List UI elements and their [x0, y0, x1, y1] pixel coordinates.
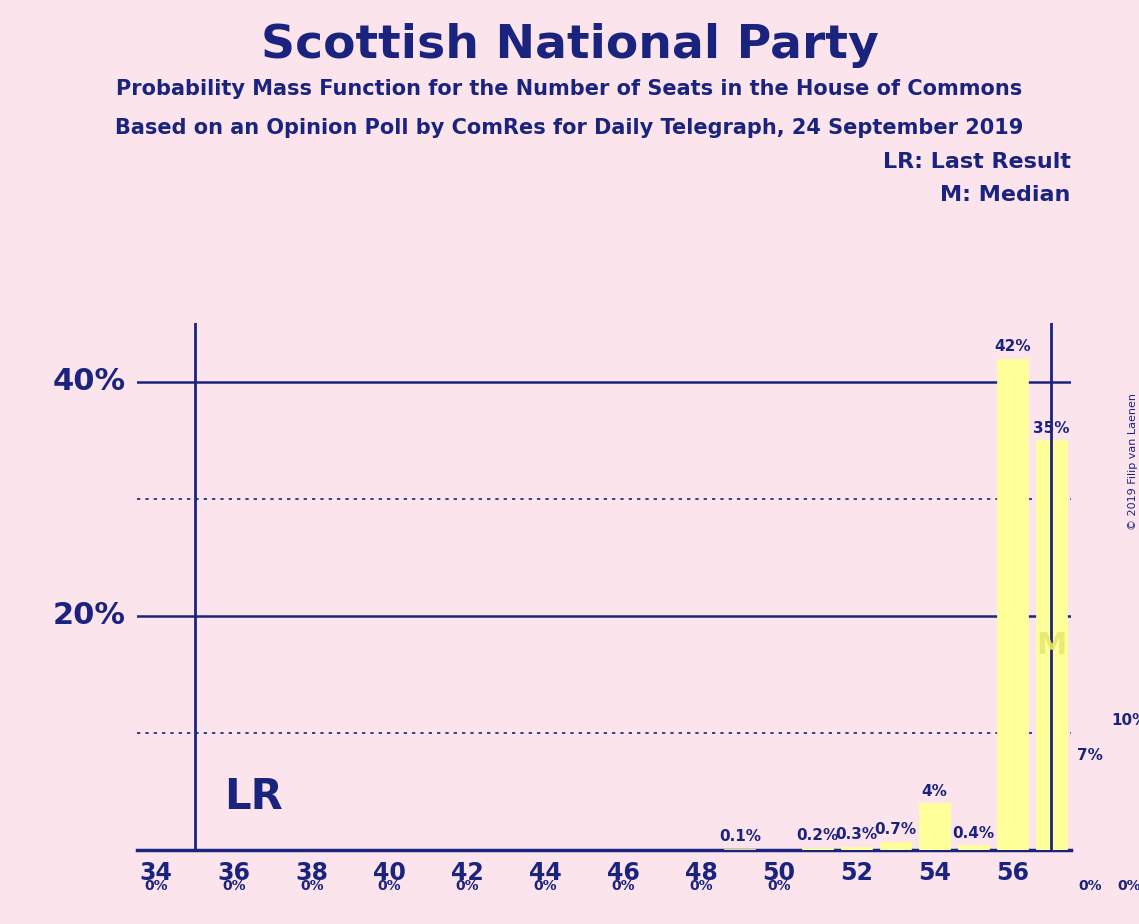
Bar [1074, 768, 1106, 850]
Bar [802, 847, 834, 850]
Text: 0%: 0% [378, 880, 401, 894]
Text: 7%: 7% [1077, 748, 1103, 763]
Bar [997, 359, 1027, 850]
Text: 0%: 0% [1117, 880, 1139, 894]
Text: 0%: 0% [222, 880, 246, 894]
Text: Based on an Opinion Poll by ComRes for Daily Telegraph, 24 September 2019: Based on an Opinion Poll by ComRes for D… [115, 118, 1024, 139]
Text: M: Median: M: Median [941, 185, 1071, 205]
Bar [1035, 441, 1067, 850]
Bar [1114, 733, 1139, 850]
Text: 0%: 0% [145, 880, 167, 894]
Text: 4%: 4% [921, 784, 948, 798]
Bar [841, 846, 872, 850]
Bar [724, 849, 755, 850]
Text: 0%: 0% [533, 880, 557, 894]
Text: 0%: 0% [300, 880, 323, 894]
Text: 0%: 0% [612, 880, 634, 894]
Text: 0.1%: 0.1% [719, 829, 761, 845]
Text: 10%: 10% [1111, 713, 1139, 728]
Text: 35%: 35% [1033, 420, 1070, 436]
Text: Probability Mass Function for the Number of Seats in the House of Commons: Probability Mass Function for the Number… [116, 79, 1023, 99]
Text: 0.3%: 0.3% [836, 827, 878, 842]
Bar [919, 803, 950, 850]
Text: 40%: 40% [52, 368, 125, 396]
Text: 0.7%: 0.7% [875, 822, 917, 837]
Bar [958, 845, 989, 850]
Text: 20%: 20% [52, 602, 125, 630]
Text: 0.4%: 0.4% [952, 826, 994, 841]
Text: 42%: 42% [994, 339, 1031, 354]
Text: 0.2%: 0.2% [796, 828, 838, 843]
Text: 0%: 0% [456, 880, 480, 894]
Text: LR: LR [224, 776, 282, 819]
Text: © 2019 Filip van Laenen: © 2019 Filip van Laenen [1129, 394, 1138, 530]
Text: LR: Last Result: LR: Last Result [883, 152, 1071, 173]
Text: Scottish National Party: Scottish National Party [261, 23, 878, 68]
Text: M: M [1036, 631, 1066, 660]
Text: 0%: 0% [767, 880, 790, 894]
Text: 0%: 0% [1079, 880, 1101, 894]
Text: 0%: 0% [689, 880, 713, 894]
Bar [880, 842, 911, 850]
